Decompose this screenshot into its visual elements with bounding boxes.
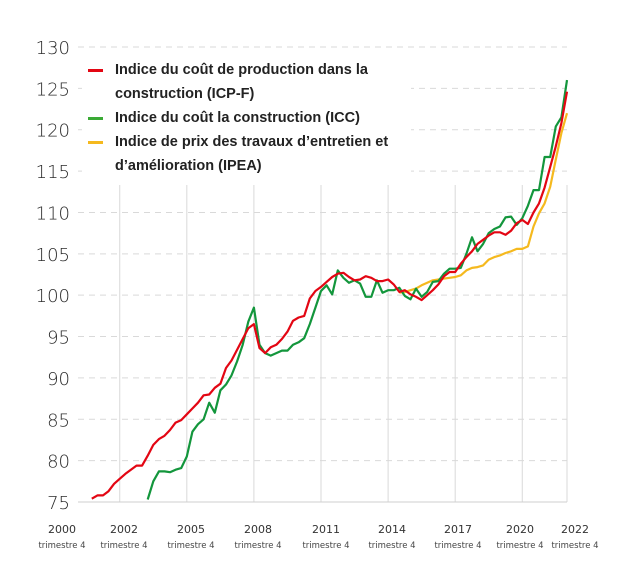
x-tick-quarter: trimestre 4 bbox=[100, 541, 147, 551]
y-axis: 75 80 85 90 95 100 105 110 115 120 125 130 bbox=[36, 38, 70, 514]
y-tick-label: 75 bbox=[47, 493, 70, 514]
x-tick-label: 2008 trimestre 4 bbox=[234, 523, 281, 551]
x-tick-label: 2011 trimestre 4 bbox=[302, 523, 349, 551]
x-tick-year: 2017 bbox=[444, 523, 472, 536]
x-tick-quarter: trimestre 4 bbox=[551, 541, 598, 551]
x-tick-quarter: trimestre 4 bbox=[368, 541, 415, 551]
legend-label: Indice du coût de production dans la con… bbox=[115, 62, 368, 102]
legend-swatch-red bbox=[88, 69, 103, 72]
legend-swatch-green bbox=[88, 117, 103, 120]
series-icc-line bbox=[146, 79, 569, 500]
x-tick-quarter: trimestre 4 bbox=[234, 541, 281, 551]
x-tick-year: 2022 bbox=[561, 523, 589, 536]
series-lines bbox=[91, 79, 569, 500]
legend-label: Indice de prix des travaux d’entretien e… bbox=[115, 134, 389, 174]
y-tick-label: 110 bbox=[36, 203, 70, 224]
x-tick-year: 2020 bbox=[506, 523, 534, 536]
x-tick-quarter: trimestre 4 bbox=[302, 541, 349, 551]
y-tick-label: 100 bbox=[36, 286, 70, 307]
x-tick-year: 2011 bbox=[312, 523, 340, 536]
x-tick-quarter: trimestre 4 bbox=[496, 541, 543, 551]
y-tick-label: 90 bbox=[47, 369, 70, 390]
x-tick-year: 2005 bbox=[177, 523, 205, 536]
legend-item-icc: Indice du coût la construction (ICC) bbox=[88, 106, 405, 130]
x-tick-label: 2000 trimestre 4 bbox=[38, 523, 85, 551]
y-tick-label: 115 bbox=[36, 162, 70, 183]
x-tick-year: 2002 bbox=[110, 523, 138, 536]
x-tick-label: 2014 trimestre 4 bbox=[368, 523, 415, 551]
legend: Indice du coût de production dans la con… bbox=[82, 56, 411, 182]
legend-swatch-yellow bbox=[88, 141, 103, 144]
y-tick-label: 95 bbox=[47, 328, 70, 349]
y-tick-label: 120 bbox=[36, 121, 70, 142]
y-tick-label: 85 bbox=[47, 410, 70, 431]
x-tick-year: 2000 bbox=[48, 523, 76, 536]
gridlines bbox=[78, 46, 568, 503]
y-tick-label: 105 bbox=[36, 245, 70, 266]
x-tick-year: 2008 bbox=[244, 523, 272, 536]
x-axis: 2000 trimestre 4 2002 trimestre 4 2005 trimes… bbox=[38, 523, 598, 551]
legend-item-icpf: Indice du coût de production dans la con… bbox=[88, 58, 405, 106]
x-tick-quarter: trimestre 4 bbox=[434, 541, 481, 551]
x-tick-year: 2014 bbox=[378, 523, 406, 536]
x-tick-label: 2017 trimestre 4 bbox=[434, 523, 481, 551]
y-tick-label: 125 bbox=[36, 79, 70, 100]
y-tick-label: 130 bbox=[36, 38, 70, 59]
x-tick-quarter: trimestre 4 bbox=[38, 541, 85, 551]
x-tick-quarter: trimestre 4 bbox=[167, 541, 214, 551]
x-tick-label: 2020 trimestre 4 bbox=[496, 523, 543, 551]
legend-label: Indice du coût la construction (ICC) bbox=[115, 110, 360, 126]
x-tick-label: 2005 trimestre 4 bbox=[167, 523, 214, 551]
x-tick-label: 2022 trimestre 4 bbox=[551, 523, 598, 551]
x-tick-label: 2002 trimestre 4 bbox=[100, 523, 147, 551]
series-ipea-line bbox=[399, 112, 569, 294]
series-icpf-line bbox=[91, 91, 569, 500]
legend-item-ipea: Indice de prix des travaux d’entretien e… bbox=[88, 130, 405, 178]
y-tick-label: 80 bbox=[47, 452, 70, 473]
